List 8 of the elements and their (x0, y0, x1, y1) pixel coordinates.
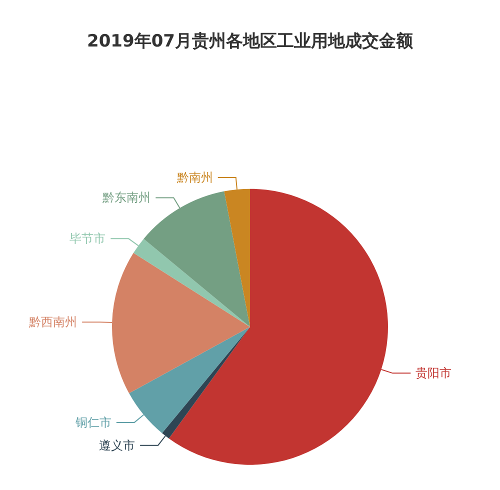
slice-label: 毕节市 (70, 232, 106, 246)
slice-label: 黔西南州 (28, 315, 78, 330)
slice-label: 铜仁市 (74, 415, 112, 430)
slice-label: 黔南州 (176, 170, 213, 184)
chart-title: 2019年07月贵州各地区工业用地成交金额 (87, 32, 414, 52)
slice-label: 贵阳市 (416, 366, 452, 380)
slice-label: 黔东南州 (102, 190, 151, 205)
slice-label: 遵义市 (99, 438, 136, 452)
